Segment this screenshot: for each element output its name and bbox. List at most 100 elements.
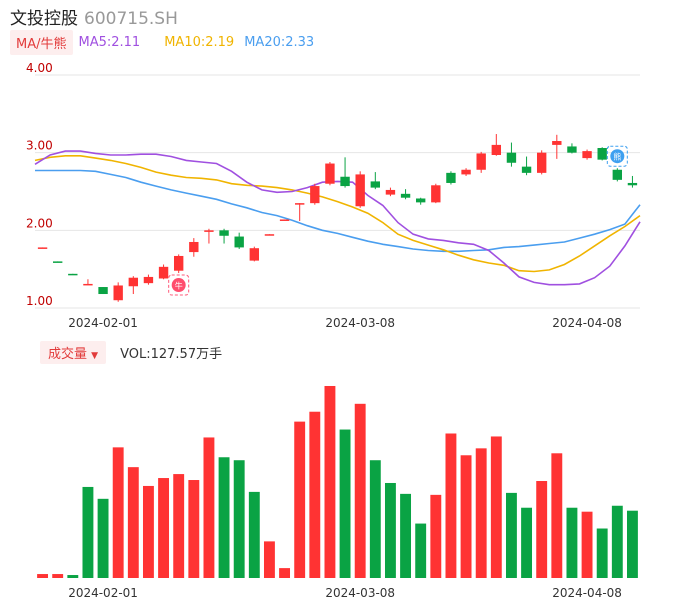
candle xyxy=(536,150,547,175)
price-grid xyxy=(35,74,640,309)
candle-body xyxy=(627,182,638,186)
volume-bar xyxy=(400,493,412,578)
stock-name: 文投控股 xyxy=(10,9,78,29)
volume-bar xyxy=(354,403,366,578)
candle xyxy=(279,219,290,221)
candle-body xyxy=(189,241,199,253)
date-tick-label: 2024-04-08 xyxy=(552,586,622,600)
candle xyxy=(113,282,123,302)
candle-body xyxy=(491,144,502,155)
candle-body xyxy=(83,283,93,286)
candle xyxy=(370,172,381,190)
moving-average-lines xyxy=(34,150,641,286)
candle-body xyxy=(219,230,229,236)
candle xyxy=(491,134,502,156)
candle-body xyxy=(552,141,562,145)
candle xyxy=(294,203,305,222)
candle-body xyxy=(521,166,532,173)
volume-bar xyxy=(521,507,533,578)
candle xyxy=(128,276,139,295)
candle xyxy=(234,232,244,249)
volume-bar xyxy=(430,494,442,578)
volume-bar xyxy=(309,411,321,578)
candle xyxy=(476,151,486,173)
ma10-label: MA10:2.19 xyxy=(164,34,235,50)
price-date-axis: 2024-02-01 2024-03-08 2024-04-08 xyxy=(68,316,622,330)
candle xyxy=(400,189,411,200)
volume-value: VOL:127.57万手 xyxy=(120,346,223,362)
price-axis: 4.00 3.00 2.00 1.00 xyxy=(26,61,53,308)
ma-bullbear-tab[interactable]: MA/牛熊 xyxy=(10,29,73,55)
candle-body xyxy=(310,186,320,204)
volume-date-axis: 2024-02-01 2024-03-08 2024-04-08 xyxy=(68,586,622,600)
volume-bar xyxy=(203,437,215,578)
candle-body xyxy=(249,248,260,261)
ma10-line xyxy=(34,155,641,273)
marker-badge xyxy=(610,149,625,164)
volume-bar xyxy=(566,507,578,578)
volume-bar xyxy=(188,480,200,578)
price-tick-label: 3.00 xyxy=(26,139,53,153)
volume-bar xyxy=(279,568,291,578)
volume-bar xyxy=(263,541,275,578)
candle xyxy=(52,261,63,263)
volume-bar xyxy=(505,492,517,578)
volume-bar xyxy=(445,433,457,578)
candle xyxy=(264,234,275,236)
candle-body xyxy=(431,185,441,203)
candlesticks xyxy=(37,134,638,302)
bull-marker-icon: 牛 xyxy=(168,274,190,296)
volume-bar xyxy=(369,460,381,578)
price-tick-label: 2.00 xyxy=(26,216,53,230)
volume-bar xyxy=(324,385,336,578)
candle xyxy=(385,187,396,197)
candle-body xyxy=(294,203,305,205)
candle-body xyxy=(536,152,547,173)
volume-indicator-dropdown[interactable]: 成交量 ▼ xyxy=(40,340,107,364)
candle xyxy=(173,254,184,274)
candle-body xyxy=(234,236,244,248)
candle xyxy=(506,142,517,167)
candle xyxy=(461,168,471,176)
volume-tab-label: 成交量 xyxy=(48,346,88,362)
candle xyxy=(612,168,623,182)
marker-label: 熊 xyxy=(613,152,621,162)
candle xyxy=(340,157,350,188)
candle-body xyxy=(143,276,154,284)
candle-body xyxy=(355,174,365,207)
candle-body xyxy=(446,172,456,183)
volume-bar xyxy=(460,455,472,578)
candle xyxy=(189,238,199,257)
candle-body xyxy=(128,277,139,287)
candle xyxy=(98,287,108,295)
candle xyxy=(158,264,169,280)
candle-body xyxy=(264,234,275,236)
candle xyxy=(355,171,365,208)
candle xyxy=(627,175,638,188)
candle xyxy=(431,183,441,204)
candle-body xyxy=(158,266,169,279)
volume-bar xyxy=(218,457,230,578)
candle xyxy=(415,197,426,205)
volume-bar xyxy=(127,467,139,578)
volume-bar xyxy=(415,523,427,578)
candle-body xyxy=(612,169,623,180)
candle-body xyxy=(400,193,411,198)
volume-bar xyxy=(475,448,487,578)
date-tick-label: 2024-03-08 xyxy=(325,586,395,600)
candle xyxy=(582,149,592,160)
candle xyxy=(37,247,48,249)
candle-body xyxy=(582,151,592,159)
marker-frame xyxy=(168,274,190,296)
volume-bar xyxy=(596,528,608,578)
ma5-label: MA5:2.11 xyxy=(78,34,141,50)
ma20-label: MA20:2.33 xyxy=(244,34,315,50)
marker-badge xyxy=(171,278,186,293)
volume-bar xyxy=(626,510,638,578)
volume-bar xyxy=(384,482,396,578)
volume-bar xyxy=(551,453,563,578)
candle xyxy=(310,183,320,205)
date-tick-label: 2024-02-01 xyxy=(68,316,138,330)
candle-body xyxy=(476,153,486,170)
